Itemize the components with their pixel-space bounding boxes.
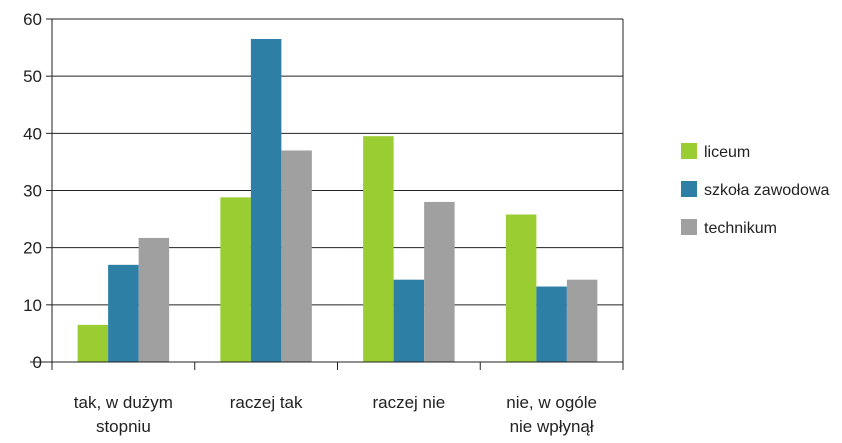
y-tick-label: 20 <box>23 239 42 258</box>
legend: liceum szkoła zawodowa technikum <box>681 143 830 237</box>
category-label: nie, w ogóle <box>506 393 597 412</box>
y-tick-label: 50 <box>23 67 42 86</box>
y-tick-label: 60 <box>23 10 42 29</box>
bar-szkoła-zawodowa <box>108 264 139 362</box>
bar-technikum <box>281 150 312 362</box>
bars <box>77 39 598 363</box>
bar-szkoła-zawodowa <box>536 286 567 362</box>
category-label: nie wpłynął <box>510 417 594 436</box>
category-label: raczej tak <box>230 393 303 412</box>
bar-technikum <box>566 279 598 362</box>
y-tick-labels: 0 10 20 30 40 50 60 <box>23 10 42 372</box>
category-label: tak, w dużym <box>74 393 173 412</box>
legend-label: technikum <box>704 220 777 237</box>
legend-label: szkoła zawodowa <box>704 182 830 199</box>
axes <box>30 18 624 370</box>
category-label: raczej nie <box>372 393 445 412</box>
category-labels: tak, w dużym stopniu raczej tak raczej nie n… <box>74 393 597 436</box>
legend-swatch <box>681 219 697 235</box>
y-tick-label: 40 <box>23 124 42 143</box>
category-label: stopniu <box>96 417 151 436</box>
bar-technikum <box>138 237 170 362</box>
y-tick-label: 10 <box>23 296 42 315</box>
y-tick-label: 0 <box>33 353 42 372</box>
bar-liceum <box>77 324 109 362</box>
legend-swatch <box>681 181 697 197</box>
bar-liceum <box>220 197 251 362</box>
bar-szkoła-zawodowa <box>250 39 282 363</box>
bar-szkoła-zawodowa <box>393 279 425 362</box>
legend-swatch <box>681 143 697 159</box>
legend-label: liceum <box>704 144 750 161</box>
bar-liceum <box>363 136 394 362</box>
bar-technikum <box>424 201 455 362</box>
grid-lines <box>52 18 623 306</box>
bar-liceum <box>505 214 537 362</box>
y-tick-label: 30 <box>23 182 42 201</box>
